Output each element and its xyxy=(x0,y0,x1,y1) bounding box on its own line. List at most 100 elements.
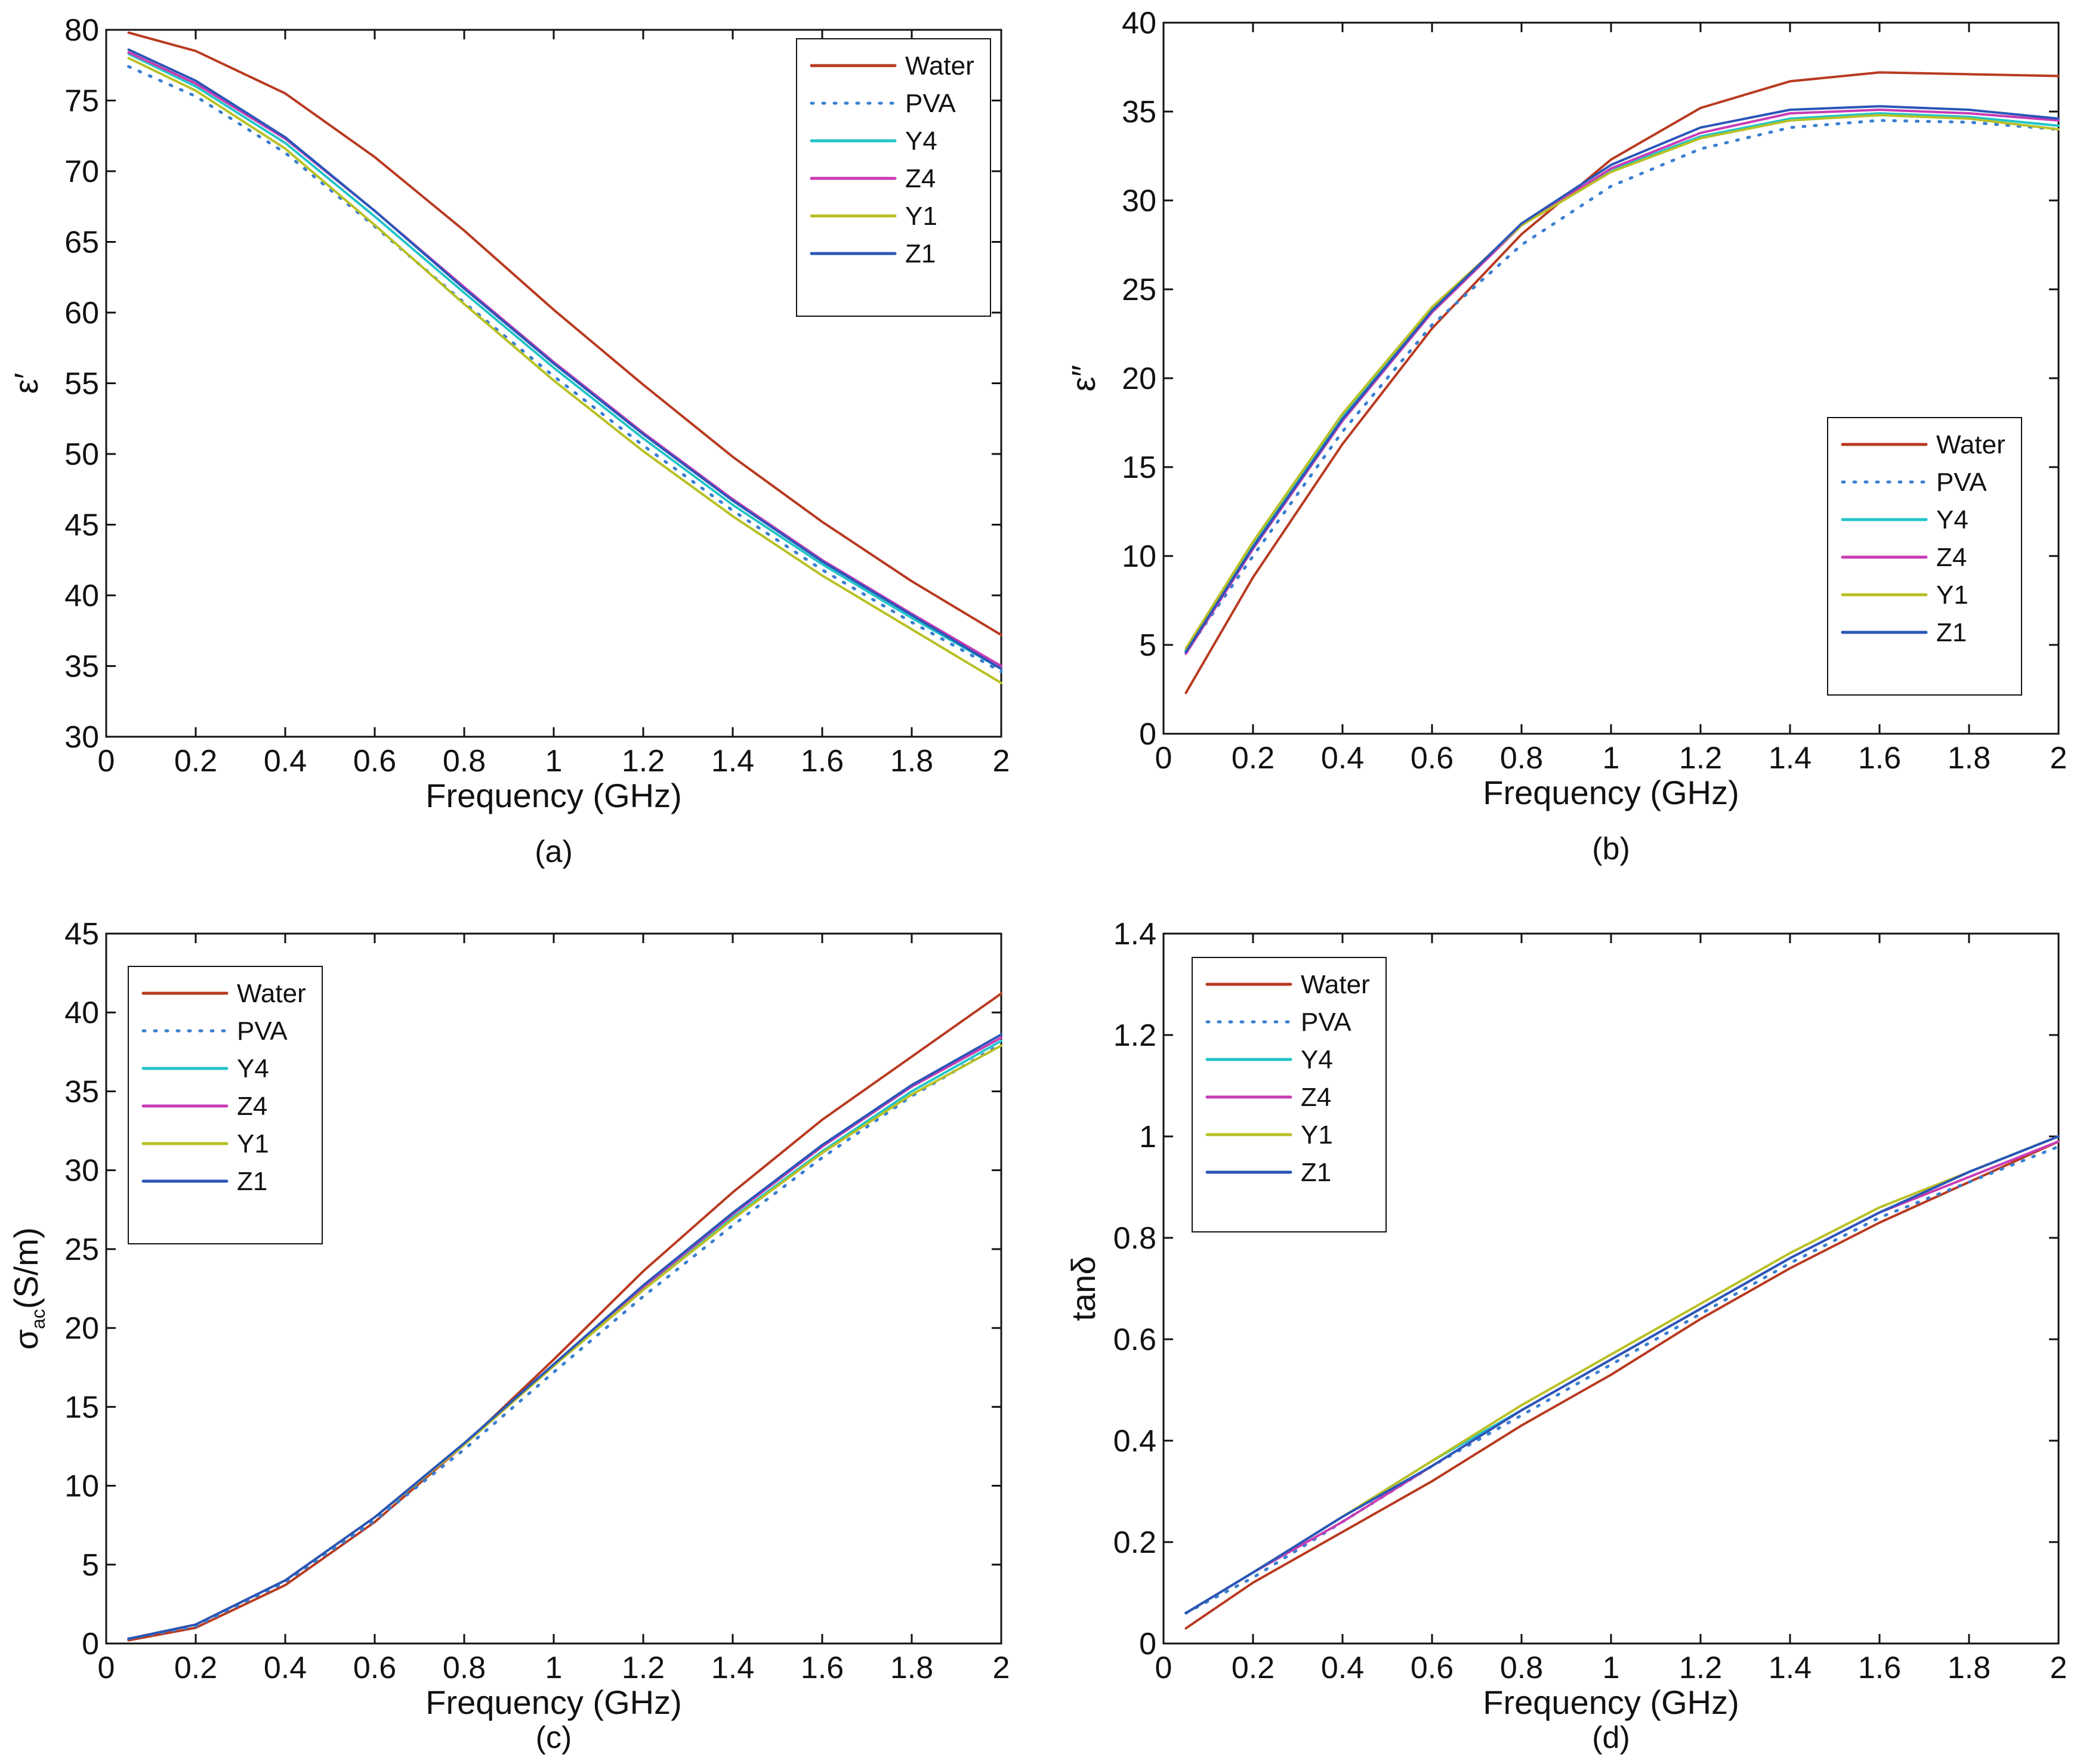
x-tick-label: 0.8 xyxy=(1500,741,1543,776)
y-tick-label: 10 xyxy=(1122,539,1156,574)
legend-label: Z1 xyxy=(1936,618,1967,647)
legend: Water PVA Y4 Z4 Y1 Z1 xyxy=(128,966,323,1244)
series-line-water xyxy=(1184,1140,2060,1630)
legend-label: Water xyxy=(237,979,306,1008)
x-tick-label: 1.6 xyxy=(1858,741,1901,776)
legend-label: PVA xyxy=(1936,468,1987,497)
legend-label: Water xyxy=(905,51,974,81)
x-tick-label: 1.8 xyxy=(1948,741,1991,776)
x-tick-label: 0.2 xyxy=(174,744,217,778)
y-axis-label: ε′ xyxy=(7,373,45,394)
series-line-water xyxy=(1184,71,2060,694)
y-tick-label: 35 xyxy=(64,650,99,684)
panel-label: (b) xyxy=(1592,832,1630,866)
series-line-y1 xyxy=(1184,114,2060,650)
x-tick-label: 0 xyxy=(98,1651,115,1685)
x-tick-label: 1.4 xyxy=(711,1651,754,1685)
x-tick-label: 0.2 xyxy=(1232,741,1275,776)
series-line-water xyxy=(127,992,1002,1642)
legend-label: Y1 xyxy=(237,1129,269,1159)
x-tick-label: 1.4 xyxy=(1769,1651,1812,1685)
y-tick-label: 15 xyxy=(1122,450,1156,485)
y-axis-label: tanδ xyxy=(1064,1256,1102,1321)
panel-label: (d) xyxy=(1592,1720,1630,1755)
x-tick-label: 0.6 xyxy=(353,1651,396,1685)
x-tick-label: 0.8 xyxy=(443,744,486,778)
y-tick-label: 80 xyxy=(64,13,99,48)
legend-label: Y1 xyxy=(1936,580,1968,610)
x-axis-label: Frequency (GHz) xyxy=(425,1683,681,1721)
series-line-y4 xyxy=(127,52,1002,671)
y-tick-label: 25 xyxy=(1122,273,1156,307)
x-tick-label: 1 xyxy=(1603,741,1620,776)
x-tick-label: 0.4 xyxy=(1321,741,1364,776)
x-tick-label: 1.8 xyxy=(890,1651,933,1685)
x-tick-label: 0.2 xyxy=(1232,1651,1275,1685)
series-line-pva xyxy=(1184,1145,2060,1615)
y-tick-label: 1 xyxy=(1139,1120,1156,1154)
legend-label: Z1 xyxy=(905,239,936,268)
y-tick-label: 40 xyxy=(64,996,99,1030)
x-tick-label: 0.2 xyxy=(174,1651,217,1685)
legend-label: PVA xyxy=(1301,1008,1351,1037)
y-tick-label: 35 xyxy=(64,1074,99,1109)
x-tick-label: 0.4 xyxy=(264,744,307,778)
y-tick-label: 30 xyxy=(64,720,99,755)
series-line-pva xyxy=(127,1042,1003,1641)
y-tick-label: 0 xyxy=(1139,1627,1156,1661)
legend-label: Water xyxy=(1301,970,1370,999)
x-tick-label: 1.4 xyxy=(711,744,754,778)
y-tick-label: 0.8 xyxy=(1113,1221,1156,1256)
x-tick-label: 0.6 xyxy=(353,744,396,778)
legend-label: Z4 xyxy=(237,1092,267,1121)
y-tick-label: 50 xyxy=(64,437,99,472)
x-tick-label: 0.4 xyxy=(1321,1651,1364,1685)
legend-label: Y4 xyxy=(1936,505,1968,535)
y-tick-label: 75 xyxy=(64,84,99,119)
y-tick-label: 45 xyxy=(64,508,99,543)
legend-label: Z1 xyxy=(1301,1158,1331,1187)
legend-label: Water xyxy=(1936,430,2005,459)
chart-panel-4: 0 0.2 0.4 0.6 0.8 1 1.2 1.4 1.6 1.8 2 0 0.2 0.4 0.6 0.8… xyxy=(1064,917,2067,1755)
x-tick-label: 2 xyxy=(993,1651,1010,1685)
y-tick-label: 40 xyxy=(64,579,99,613)
y-tick-label: 55 xyxy=(64,367,99,401)
legend: Water PVA Y4 Z4 Y1 Z1 xyxy=(1827,417,2022,696)
x-tick-label: 1.8 xyxy=(890,744,933,778)
y-tick-label: 40 xyxy=(1122,6,1156,41)
series-line-z1 xyxy=(1184,105,2060,653)
y-tick-label: 45 xyxy=(64,917,99,951)
y-tick-label: 20 xyxy=(1122,362,1156,396)
panel-label: (a) xyxy=(535,835,573,869)
y-tick-label: 20 xyxy=(64,1311,99,1346)
legend: Water PVA Y4 Z4 Y1 Z1 xyxy=(796,38,991,317)
chart-panel-1: 0 0.2 0.4 0.6 0.8 1 1.2 1.4 1.6 1.8 2 30 35 40 45 50 55 6… xyxy=(7,13,1010,869)
y-tick-label: 5 xyxy=(82,1548,99,1583)
x-tick-label: 2 xyxy=(2050,741,2067,776)
x-axis-label: Frequency (GHz) xyxy=(1483,1683,1739,1721)
legend-label: Y1 xyxy=(1301,1120,1333,1150)
x-tick-label: 1.6 xyxy=(801,1651,844,1685)
x-tick-label: 1.8 xyxy=(1948,1651,1991,1685)
x-tick-label: 0 xyxy=(1155,1651,1172,1685)
legend-label: Z4 xyxy=(1301,1083,1331,1112)
x-tick-label: 1.2 xyxy=(622,1651,665,1685)
x-tick-label: 0.8 xyxy=(443,1651,486,1685)
legend-label: Y1 xyxy=(905,202,937,231)
legend-label: PVA xyxy=(905,89,956,118)
x-tick-label: 1.2 xyxy=(622,744,665,778)
series-line-water xyxy=(127,31,1002,637)
series-line-y1 xyxy=(127,57,1002,684)
x-tick-label: 1.2 xyxy=(1679,1651,1722,1685)
y-tick-label: 1.4 xyxy=(1113,917,1156,951)
x-axis-label: Frequency (GHz) xyxy=(425,777,681,814)
y-tick-label: 10 xyxy=(64,1469,99,1504)
y-tick-label: 60 xyxy=(64,296,99,330)
y-tick-label: 0 xyxy=(82,1627,99,1661)
x-tick-label: 0 xyxy=(98,744,115,778)
y-tick-label: 0.4 xyxy=(1113,1424,1156,1459)
x-tick-label: 0.4 xyxy=(264,1651,307,1685)
legend-label: Z4 xyxy=(1936,543,1967,572)
legend-label: PVA xyxy=(237,1017,288,1046)
series-line-z1 xyxy=(1184,1135,2060,1614)
